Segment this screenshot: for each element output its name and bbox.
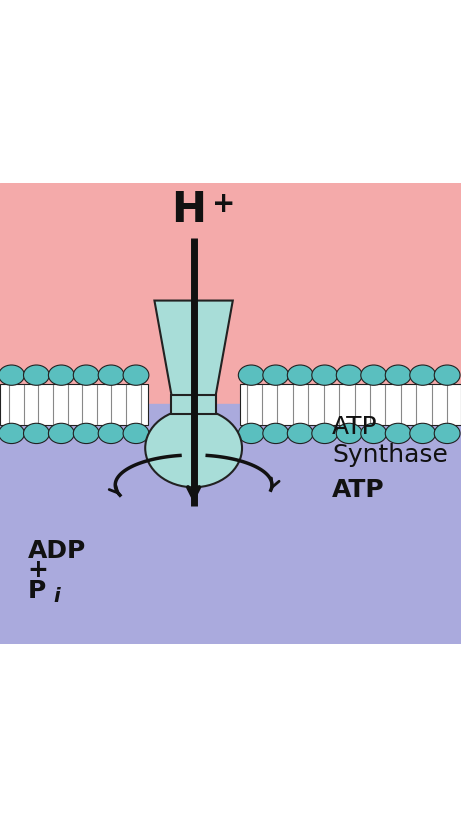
Bar [0,404,461,644]
Text: P: P [27,579,46,603]
Ellipse shape [238,365,264,385]
Ellipse shape [287,365,313,385]
Bar [0,183,461,404]
Ellipse shape [410,423,436,443]
Ellipse shape [361,365,387,385]
Ellipse shape [0,365,25,385]
Ellipse shape [48,365,74,385]
Ellipse shape [24,365,49,385]
Ellipse shape [312,365,337,385]
Text: ATP: ATP [332,477,384,501]
Ellipse shape [145,409,242,487]
Ellipse shape [73,423,99,443]
Ellipse shape [434,365,460,385]
Ellipse shape [287,423,313,443]
Ellipse shape [434,423,460,443]
Bar [240,384,461,425]
Ellipse shape [385,423,411,443]
Ellipse shape [24,423,49,443]
Ellipse shape [0,423,25,443]
Polygon shape [155,300,233,395]
Ellipse shape [73,365,99,385]
Text: H: H [172,189,207,232]
Ellipse shape [48,423,74,443]
Ellipse shape [263,423,289,443]
Bar [0,384,147,425]
Ellipse shape [238,423,264,443]
Ellipse shape [123,365,149,385]
Text: ATP
Synthase: ATP Synthase [332,415,448,467]
Ellipse shape [98,365,124,385]
Text: i: i [53,587,60,606]
Ellipse shape [336,365,362,385]
Text: +: + [212,189,235,218]
Ellipse shape [361,423,387,443]
Ellipse shape [123,423,149,443]
Ellipse shape [263,365,289,385]
Polygon shape [172,395,216,414]
Ellipse shape [312,423,337,443]
Ellipse shape [385,365,411,385]
Text: +: + [27,557,48,581]
Ellipse shape [410,365,436,385]
Ellipse shape [98,423,124,443]
Text: ADP: ADP [27,539,86,563]
Ellipse shape [336,423,362,443]
